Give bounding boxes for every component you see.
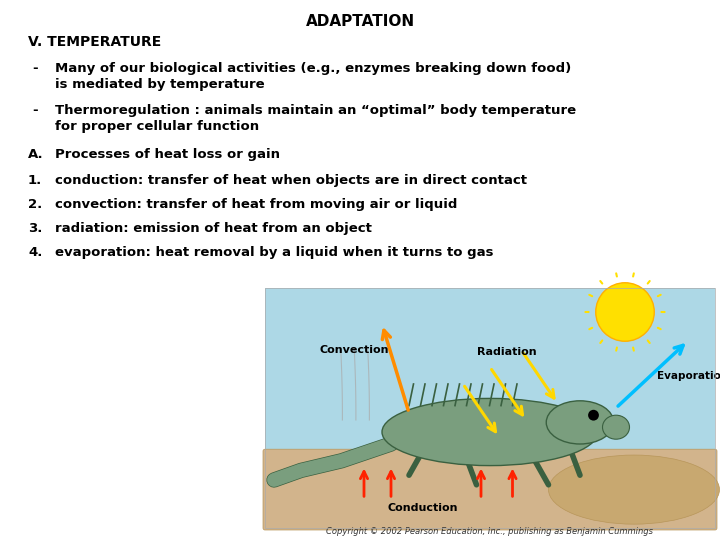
Text: evaporation: heat removal by a liquid when it turns to gas: evaporation: heat removal by a liquid wh… [55,246,493,259]
Text: 4.: 4. [28,246,42,259]
Text: is mediated by temperature: is mediated by temperature [55,78,265,91]
Ellipse shape [382,399,598,465]
Text: A.: A. [28,148,44,161]
Text: Thermoregulation : animals maintain an “optimal” body temperature: Thermoregulation : animals maintain an “… [55,104,576,117]
Text: 2.: 2. [28,198,42,211]
Text: Convection: Convection [319,345,389,355]
Text: Copyright © 2002 Pearson Education, Inc., publishing as Benjamin Cummings: Copyright © 2002 Pearson Education, Inc.… [326,527,654,536]
Text: V. TEMPERATURE: V. TEMPERATURE [28,35,161,49]
Text: conduction: transfer of heat when objects are in direct contact: conduction: transfer of heat when object… [55,174,527,187]
Circle shape [595,283,654,341]
Text: 3.: 3. [28,222,42,235]
Ellipse shape [546,401,613,444]
Text: Many of our biological activities (e.g., enzymes breaking down food): Many of our biological activities (e.g.,… [55,62,571,75]
Text: Evaporation: Evaporation [657,371,720,381]
Ellipse shape [549,455,719,524]
Bar [265,288,715,528]
Ellipse shape [603,415,629,439]
Text: radiation: emission of heat from an object: radiation: emission of heat from an obje… [55,222,372,235]
Text: for proper cellular function: for proper cellular function [55,120,259,133]
Text: Radiation: Radiation [477,347,536,357]
Circle shape [588,410,599,421]
Text: -: - [32,104,37,117]
Text: Conduction: Conduction [387,503,458,513]
Bar [265,288,715,528]
Text: -: - [32,62,37,75]
Text: convection: transfer of heat from moving air or liquid: convection: transfer of heat from moving… [55,198,457,211]
Text: 1.: 1. [28,174,42,187]
Text: Processes of heat loss or gain: Processes of heat loss or gain [55,148,280,161]
FancyBboxPatch shape [263,449,717,530]
Text: ADAPTATION: ADAPTATION [305,14,415,29]
